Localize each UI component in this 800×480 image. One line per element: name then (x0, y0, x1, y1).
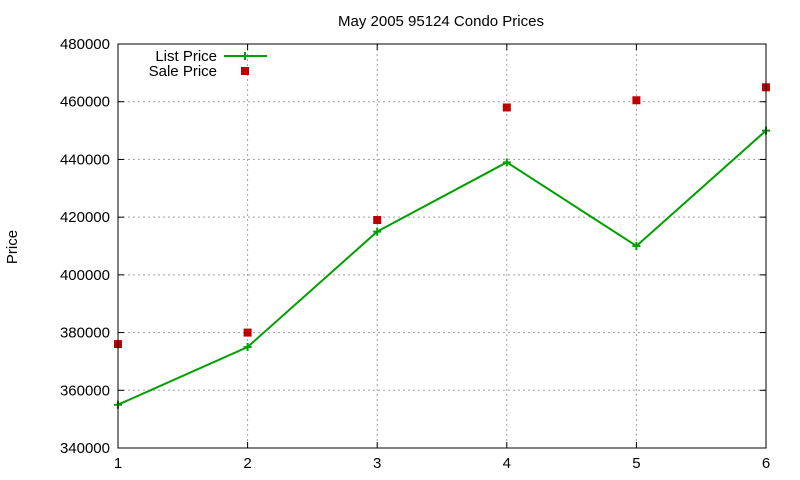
legend-marker-sale-price (241, 67, 249, 75)
x-tick-label: 2 (243, 455, 251, 472)
list-price-point (502, 158, 511, 167)
y-tick-label: 340000 (60, 440, 110, 457)
x-tick-label: 6 (762, 455, 770, 472)
y-tick-label: 460000 (60, 94, 110, 111)
list-price-line (117, 129, 767, 406)
sale-price-point (373, 216, 382, 225)
legend-marker-list-price (241, 52, 249, 60)
y-tick-label: 480000 (60, 36, 110, 53)
y-tick-label: 360000 (60, 382, 110, 399)
y-tick-label: 400000 (60, 267, 110, 284)
sale-price-point (243, 328, 252, 337)
x-tick-label: 3 (373, 455, 381, 472)
x-tick-label: 4 (503, 455, 511, 472)
y-axis-label: Price (4, 230, 21, 264)
chart-title: May 2005 95124 Condo Prices (338, 13, 544, 30)
grid (118, 44, 766, 448)
plot-frame (117, 43, 767, 449)
series (114, 83, 770, 409)
legend-label-sale-price: Sale Price (149, 63, 217, 80)
y-tick-label: 380000 (60, 325, 110, 342)
list-price-point (243, 343, 252, 351)
list-price-point (373, 227, 382, 236)
legend-label-list-price: List Price (155, 48, 217, 65)
axis-ticks: 1 2 3 4 5 6 340000 360000 380000 400000 420000 4400… (60, 36, 770, 472)
y-tick-label: 440000 (60, 151, 110, 168)
y-tick-label: 420000 (60, 209, 110, 226)
sale-price-point (632, 96, 641, 105)
x-tick-label: 5 (632, 455, 640, 472)
sale-price-point (502, 103, 511, 112)
x-tick-label: 1 (114, 455, 122, 472)
list-price-point (632, 242, 641, 250)
